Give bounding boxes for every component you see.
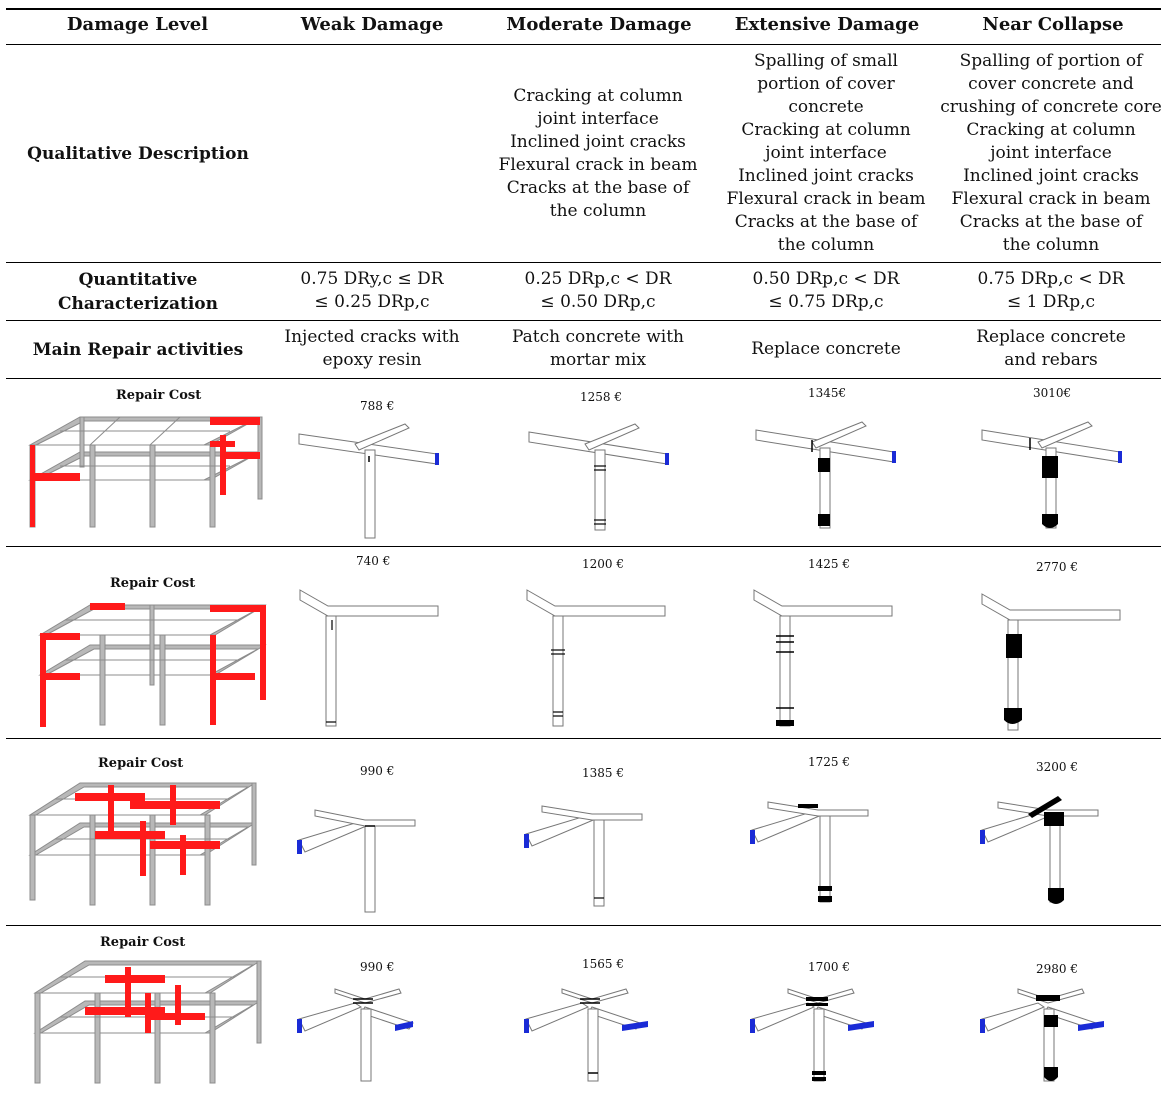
joint-figure-r4-moderate [524, 988, 648, 1082]
cost-r4-moderate: 1565 € [582, 957, 624, 971]
rule-after-repair [6, 378, 1161, 379]
repair-cost-label-4: Repair Cost [100, 935, 186, 950]
joint-figure-r1-weak [298, 423, 439, 539]
quantitative-characterization-label: Quantitative Characterization [58, 270, 218, 314]
cost-r1-weak: 788 € [360, 399, 395, 413]
repair-cost-label-3: Repair Cost [98, 756, 184, 771]
cost-r3-extensive: 1725 € [808, 755, 850, 769]
repair-extensive: Replace concrete [751, 339, 901, 359]
cost-r2-near: 2770 € [1036, 560, 1078, 574]
joint-figure-r2-moderate [526, 589, 666, 727]
quantitative-extensive: 0.50 DRp,c < DR ≤ 0.75 DRp,c [752, 269, 900, 312]
joint-figure-r1-moderate [528, 423, 669, 531]
quantitative-near-collapse: 0.75 DRp,c < DR ≤ 1 DRp,c [977, 269, 1125, 312]
cost-r2-weak: 740 € [356, 554, 391, 568]
cost-r3-weak: 990 € [360, 764, 395, 778]
cost-r4-near: 2980 € [1036, 962, 1078, 976]
joint-figure-r2-extensive [753, 589, 893, 727]
repair-near-collapse: Replace concrete and rebars [976, 327, 1126, 370]
quantitative-moderate: 0.25 DRp,c < DR ≤ 0.50 DRp,c [524, 269, 672, 312]
joint-figure-r3-extensive [750, 801, 869, 903]
main-repair-activities-label: Main Repair activities [32, 340, 244, 360]
repair-cost-label-2: Repair Cost [110, 576, 196, 591]
qualitative-description-label: Qualitative Description [27, 144, 249, 164]
joint-figure-r4-near [980, 988, 1104, 1082]
repair-cost-label-1: Repair Cost [116, 388, 202, 403]
quantitative-weak: 0.75 DRy,c ≤ DR ≤ 0.25 DRp,c [300, 269, 444, 312]
joint-figure-r2-weak [299, 589, 439, 727]
header-rule [6, 44, 1161, 45]
header-near-collapse: Near Collapse [982, 14, 1124, 35]
rule-after-qualitative [6, 262, 1161, 263]
joint-figure-r3-moderate [524, 805, 643, 907]
header-extensive-damage: Extensive Damage [734, 14, 920, 35]
repair-weak: Injected cracks with epoxy resin [284, 327, 460, 370]
building-frame-figure-3 [28, 782, 257, 906]
joint-figure-r3-near [980, 796, 1099, 904]
cost-r1-moderate: 1258 € [580, 390, 622, 404]
cost-r4-extensive: 1700 € [808, 960, 850, 974]
header-moderate-damage: Moderate Damage [506, 14, 692, 35]
building-frame-figure-2 [38, 603, 267, 727]
qualitative-near-collapse: Spalling of portion of cover concrete and… [940, 51, 1161, 255]
table-top-rule [6, 8, 1161, 10]
cost-r3-near: 3200 € [1036, 760, 1078, 774]
header-damage-level: Damage Level [66, 14, 209, 35]
repair-moderate: Patch concrete with mortar mix [512, 327, 684, 370]
rule-after-cost-row-1 [6, 546, 1161, 547]
joint-figure-r4-extensive [750, 988, 874, 1082]
qualitative-extensive: Spalling of small portion of cover concret… [726, 51, 926, 255]
cost-r2-extensive: 1425 € [808, 557, 850, 571]
cost-r1-near: 3010€ [1033, 386, 1072, 400]
building-frame-figure-4 [33, 960, 262, 1084]
building-frame-figure-1 [28, 416, 263, 528]
cost-r3-moderate: 1385 € [582, 766, 624, 780]
joint-figure-r1-near [981, 421, 1122, 529]
joint-figure-r3-weak [297, 809, 416, 913]
cost-r4-weak: 990 € [360, 960, 395, 974]
cost-r1-extensive: 1345€ [808, 386, 847, 400]
joint-figure-r2-near [981, 593, 1121, 731]
joint-figure-r1-extensive [755, 421, 896, 529]
rule-after-cost-row-3 [6, 925, 1161, 926]
qualitative-moderate: Cracking at column joint interface Incline… [498, 86, 698, 221]
joint-figure-r4-weak [297, 988, 414, 1082]
header-weak-damage: Weak Damage [300, 14, 444, 35]
rule-after-cost-row-2 [6, 738, 1161, 739]
rule-after-quantitative [6, 320, 1161, 321]
cost-r2-moderate: 1200 € [582, 557, 624, 571]
